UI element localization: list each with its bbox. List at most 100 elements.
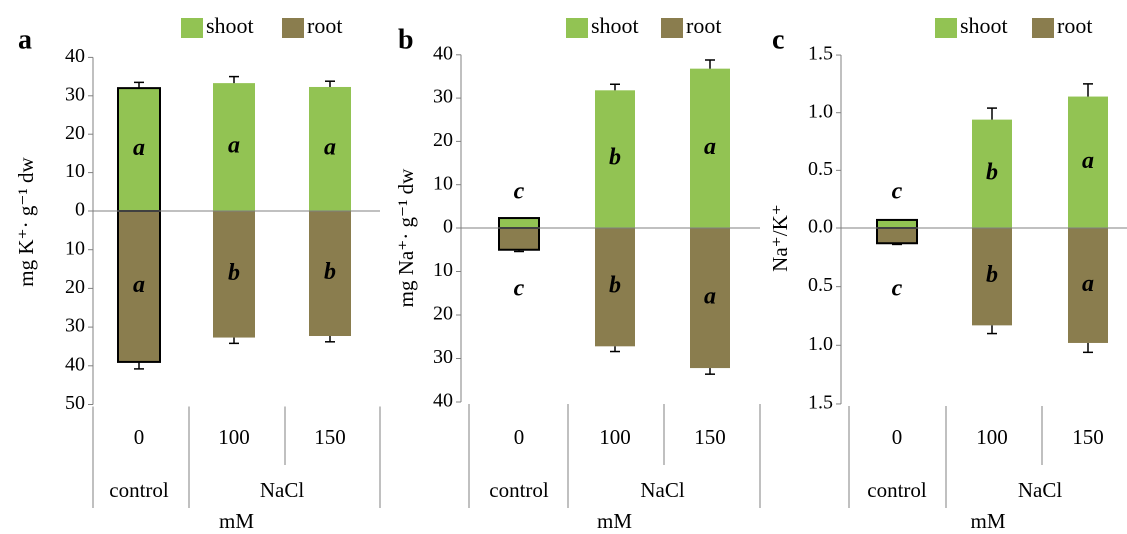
y-tick-label: 20 <box>433 303 453 325</box>
legend-swatch-shoot <box>935 18 957 38</box>
x-tick-label: 0 <box>514 425 525 449</box>
bar-shoot <box>117 87 161 212</box>
significance-letter: c <box>514 276 525 302</box>
y-tick-label: 10 <box>65 237 85 259</box>
group-label-nacl: NaCl <box>640 478 684 502</box>
significance-letter: a <box>133 272 145 298</box>
x-unit-label: mM <box>597 509 632 533</box>
significance-letter: b <box>986 262 998 288</box>
legend-swatch-shoot <box>181 18 203 38</box>
significance-letter: a <box>1082 271 1094 297</box>
y-axis-label: mg Na⁺· g⁻¹ dw <box>394 168 418 308</box>
x-tick-label: 100 <box>976 425 1008 449</box>
y-tick-label: 10 <box>433 172 453 194</box>
significance-letter: b <box>324 259 336 285</box>
significance-letter: b <box>228 260 240 286</box>
y-axis-label: mg K⁺· g⁻¹ dw <box>14 156 38 286</box>
y-axis-label: Na⁺/K⁺ <box>768 204 792 272</box>
y-tick-label: 30 <box>433 86 453 108</box>
y-tick-label: 1.5 <box>808 392 833 414</box>
series-shoot: c b a <box>498 59 730 229</box>
x-tick-label: 150 <box>1072 425 1104 449</box>
bar-shoot <box>972 119 1012 228</box>
bar-shoot <box>690 68 730 228</box>
panel-c: c shoot root Na⁺/K⁺ 1.5 1.0 0.5 0.0 0.5 1.0 1.5 c b a… <box>768 13 1127 533</box>
y-tick-label: 0.0 <box>808 216 833 238</box>
bar-root <box>498 227 540 251</box>
legend-label-shoot: shoot <box>591 13 639 38</box>
x-unit-label: mM <box>219 509 254 533</box>
x-tick-label: 100 <box>218 425 250 449</box>
bar-root <box>595 228 635 347</box>
group-label-nacl: NaCl <box>260 478 304 502</box>
bar-shoot <box>213 83 255 211</box>
y-tick-label: 10 <box>433 259 453 281</box>
panel-letter: b <box>398 24 414 55</box>
bar-shoot <box>595 90 635 228</box>
significance-letter: a <box>704 284 716 310</box>
significance-letter: b <box>609 273 621 299</box>
legend-label-shoot: shoot <box>206 13 254 38</box>
x-tick-label: 0 <box>134 425 145 449</box>
y-tick-label: 40 <box>65 45 85 67</box>
y-tick-label: 0.5 <box>808 158 833 180</box>
y-tick-label: 0 <box>75 199 85 221</box>
y-tick-label: 40 <box>65 353 85 375</box>
x-unit-label: mM <box>970 509 1005 533</box>
legend-swatch-shoot <box>566 18 588 38</box>
bar-root <box>972 228 1012 326</box>
panel-letter: a <box>18 24 32 55</box>
significance-letter: b <box>986 159 998 185</box>
group-label-control: control <box>109 478 169 502</box>
bar-shoot <box>498 217 540 229</box>
bar-root <box>876 227 918 245</box>
y-tick-label: 10 <box>65 160 85 182</box>
significance-letter: b <box>609 145 621 171</box>
y-tick-label: 1.5 <box>808 43 833 65</box>
legend: shoot root <box>935 13 1092 38</box>
y-tick-label: 20 <box>65 122 85 144</box>
group-label-nacl: NaCl <box>1018 478 1062 502</box>
bar-shoot <box>876 218 918 230</box>
y-tick-label: 30 <box>65 315 85 337</box>
significance-letter: a <box>228 133 240 159</box>
panel-b: b shoot root mg Na⁺· g⁻¹ dw 40 30 20 10 0 10 20 30 4… <box>394 13 761 533</box>
significance-letter: c <box>514 179 525 205</box>
bar-root <box>213 211 255 338</box>
group-label-control: control <box>867 478 927 502</box>
y-tick-label: 30 <box>65 83 85 105</box>
significance-letter: c <box>892 179 903 205</box>
bar-root <box>1068 228 1108 343</box>
y-tick-label: 20 <box>433 129 453 151</box>
group-label-control: control <box>489 478 549 502</box>
y-tick-label: 30 <box>433 346 453 368</box>
legend-swatch-root <box>661 18 683 38</box>
bar-shoot <box>1068 96 1108 228</box>
significance-letter: a <box>704 134 716 160</box>
legend-label-root: root <box>1057 13 1092 38</box>
bar-root <box>309 211 351 337</box>
legend: shoot root <box>566 13 721 38</box>
legend-label-root: root <box>686 13 721 38</box>
y-tick-label: 40 <box>433 42 453 64</box>
y-tick-label: 40 <box>433 390 453 412</box>
y-tick-label: 20 <box>65 276 85 298</box>
y-tick-label: 0.5 <box>808 274 833 296</box>
y-tick-label: 1.0 <box>808 333 833 355</box>
significance-letter: a <box>133 135 145 161</box>
panel-letter: c <box>772 24 784 55</box>
series-shoot: c b a <box>876 83 1108 230</box>
bar-shoot <box>309 86 351 211</box>
legend-label-root: root <box>307 13 342 38</box>
x-tick-label: 0 <box>892 425 903 449</box>
significance-letter: c <box>892 276 903 302</box>
y-tick-label: 50 <box>65 392 85 414</box>
bar-root <box>690 228 730 369</box>
y-tick-label: 0 <box>443 216 453 238</box>
legend-swatch-root <box>282 18 304 38</box>
legend-label-shoot: shoot <box>960 13 1008 38</box>
